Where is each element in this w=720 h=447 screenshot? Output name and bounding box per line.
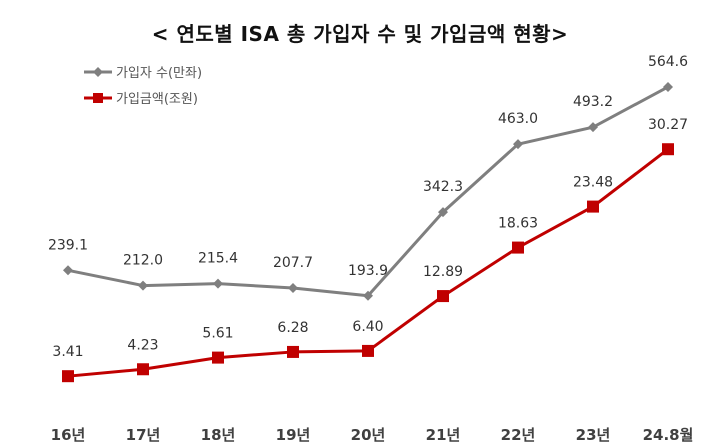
data-label: 493.2 (573, 94, 613, 110)
data-point-diamond (513, 139, 523, 150)
legend-label-1: 가입금액(조원) (116, 92, 198, 107)
data-label: 3.41 (52, 344, 83, 360)
x-tick-label: 16년 (51, 426, 86, 444)
data-label: 6.40 (352, 319, 383, 335)
data-label: 18.63 (498, 216, 538, 232)
data-point-diamond (138, 280, 148, 291)
data-label: 463.0 (498, 111, 538, 127)
data-point-diamond (438, 207, 448, 218)
data-label: 193.9 (348, 263, 388, 279)
data-label: 6.28 (277, 320, 308, 336)
data-label: 564.6 (648, 54, 688, 70)
data-point-diamond (588, 122, 598, 133)
x-tick-label: 19년 (276, 426, 311, 444)
x-tick-label: 21년 (426, 426, 461, 444)
data-point-square (437, 290, 449, 303)
data-point-square (62, 370, 74, 383)
x-tick-label: 20년 (351, 426, 386, 444)
data-point-square (587, 200, 599, 213)
data-point-diamond (213, 278, 223, 289)
x-tick-label: 17년 (126, 426, 161, 444)
data-label: 5.61 (202, 326, 233, 342)
data-point-square (137, 363, 149, 376)
chart-title: < 연도별 ISA 총 가입자 수 및 가입금액 현황> (151, 22, 569, 46)
data-label: 239.1 (48, 237, 88, 253)
data-point-diamond (63, 265, 73, 276)
data-point-square (512, 241, 524, 254)
data-point-square (212, 351, 224, 364)
data-point-square (662, 143, 674, 156)
legend-square-icon (93, 93, 103, 103)
x-tick-label: 18년 (201, 426, 236, 444)
data-point-diamond (363, 290, 373, 301)
data-point-diamond (288, 282, 298, 293)
data-label: 30.27 (648, 117, 688, 133)
data-label: 215.4 (198, 251, 238, 267)
data-label: 4.23 (127, 337, 158, 353)
data-label: 12.89 (423, 264, 463, 280)
data-label: 207.7 (273, 255, 313, 271)
x-tick-label: 24.8월 (643, 426, 694, 444)
data-point-square (287, 345, 299, 358)
x-tick-label: 22년 (501, 426, 536, 444)
data-point-diamond (663, 81, 673, 92)
data-point-square (362, 344, 374, 357)
legend-label-0: 가입자 수(만좌) (116, 66, 202, 81)
data-label: 342.3 (423, 179, 463, 195)
data-label: 212.0 (123, 253, 163, 269)
x-tick-label: 23년 (576, 426, 611, 444)
legend-diamond-icon (93, 67, 103, 77)
data-label: 23.48 (573, 175, 613, 191)
